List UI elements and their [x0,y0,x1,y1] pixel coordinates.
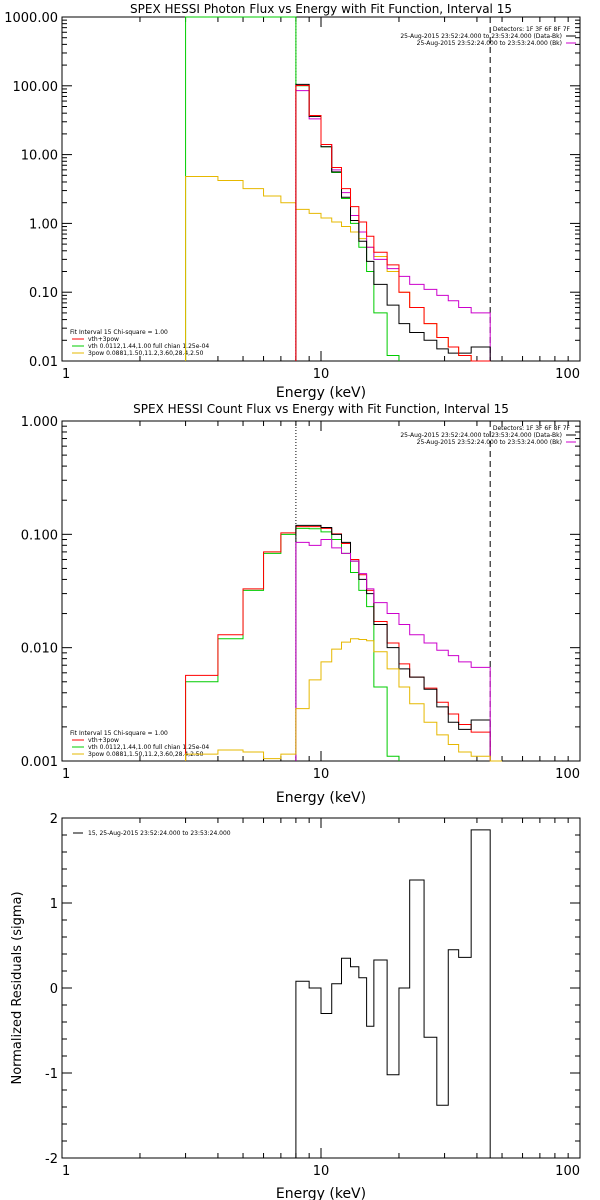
legend-detectors: Detectors: 1F 3F 6F 8F 7F [493,425,571,432]
series-bk-line [295,539,491,761]
series-total-line [185,526,491,761]
photon-flux-panel: SPEX HESSI Photon Flux vs Energy with Fi… [4,2,581,401]
residuals-x-tick-labels: 1 10 100 [62,1164,580,1179]
photon-flux-bottom-legend: Fit Interval 15 Chi-square = 1.00 vth+3p… [70,329,209,357]
y-tick-label: -2 [45,1152,58,1167]
y-tick-label: 1.000 [21,415,58,430]
y-tick-label: 0.010 [21,642,58,657]
residuals-y-tick-labels: 2 1 0 -1 -2 [45,812,58,1167]
photon-flux-title: SPEX HESSI Photon Flux vs Energy with Fi… [130,2,512,16]
legend-fit-interval: Fit Interval 15 Chi-square = 1.00 [70,730,168,737]
legend-bk: 25-Aug-2015 23:52:24.000 to 23:53:24.000… [417,40,562,47]
legend-vth: vth 0.0112,1.44,1.00 full chian 1.25e-04 [88,343,209,350]
photon-flux-x-axis-label: Energy (keV) [276,385,366,401]
count-flux-title: SPEX HESSI Count Flux vs Energy with Fit… [133,402,509,416]
residuals-panel: Energy (keV) Normalized Residuals (sigma… [10,812,581,1200]
legend-total: vth+3pow [88,336,119,343]
count-flux-y-tick-labels: 1.000 0.100 0.010 0.001 [21,415,58,770]
y-tick-label: 2 [50,812,58,827]
series-total-line [295,85,491,362]
x-tick-label: 1 [62,367,70,382]
series-residuals-line [295,829,491,1158]
x-tick-label: 1 [62,1164,70,1179]
x-tick-label: 100 [555,367,580,382]
legend-fit-interval: Fit Interval 15 Chi-square = 1.00 [70,329,168,336]
x-tick-label: 10 [313,1164,330,1179]
y-tick-label: 1 [50,897,58,912]
legend-bk: 25-Aug-2015 23:52:24.000 to 23:53:24.000… [417,439,562,446]
y-tick-label: 100.00 [13,80,59,95]
legend-vth: vth 0.0112,1.44,1.00 full chian 1.25e-04 [88,744,209,751]
series-bk-line [295,90,491,361]
residuals-x-axis-label: Energy (keV) [276,1186,366,1200]
series-data-line [295,524,491,761]
legend-data-bk: 25-Aug-2015 23:52:24.000 to 23:53:24.000… [400,33,562,40]
photon-flux-x-tick-labels: 1 10 100 [62,367,580,382]
count-flux-top-legend: Detectors: 1F 3F 6F 8F 7F 25-Aug-2015 23… [400,425,570,446]
count-flux-plot-frame [61,420,581,762]
photon-flux-y-tick-labels: 1000.00 100.00 10.00 1.00 0.10 0.01 [4,11,58,370]
series-vth-line [185,527,400,761]
x-tick-label: 10 [313,367,330,382]
y-tick-label: 0.01 [29,355,58,370]
series-3pow-line [185,638,503,762]
count-flux-x-axis-label: Energy (keV) [276,790,366,806]
count-flux-bottom-legend: Fit Interval 15 Chi-square = 1.00 vth+3p… [70,730,209,758]
chart-marks [61,16,581,1159]
legend-detectors: Detectors: 1F 3F 6F 8F 7F [493,26,571,33]
photon-flux-plot-frame [61,16,581,362]
y-tick-label: 0 [50,982,58,997]
series-data-line [295,83,491,361]
x-tick-label: 10 [313,767,330,782]
y-tick-label: -1 [45,1067,58,1082]
y-tick-label: 1.00 [29,217,58,232]
residuals-legend: 15, 25-Aug-2015 23:52:24.000 to 23:53:24… [88,830,231,837]
count-flux-panel: SPEX HESSI Count Flux vs Energy with Fit… [21,402,581,806]
photon-flux-top-legend: Detectors: 1F 3F 6F 8F 7F 25-Aug-2015 23… [400,26,570,47]
x-tick-label: 100 [555,767,580,782]
x-tick-label: 1 [62,767,70,782]
legend-3pow: 3pow 0.0881,1.50,11.2,3.60,28.4,2.50 [88,751,204,758]
x-tick-label: 100 [555,1164,580,1179]
count-flux-x-tick-labels: 1 10 100 [62,767,580,782]
y-tick-label: 10.00 [21,149,58,164]
y-tick-label: 0.10 [29,286,58,301]
legend-data-bk: 25-Aug-2015 23:52:24.000 to 23:53:24.000… [400,432,562,439]
legend-total: vth+3pow [88,737,119,744]
series-vth-line [185,16,400,361]
y-tick-label: 0.001 [21,755,58,770]
y-tick-label: 0.100 [21,528,58,543]
y-tick-label: 1000.00 [4,11,58,26]
residuals-y-axis-label: Normalized Residuals (sigma) [10,891,25,1084]
series-3pow-line [185,176,491,362]
legend-3pow: 3pow 0.0881,1.50,11.2,3.60,28.4,2.50 [88,350,204,357]
